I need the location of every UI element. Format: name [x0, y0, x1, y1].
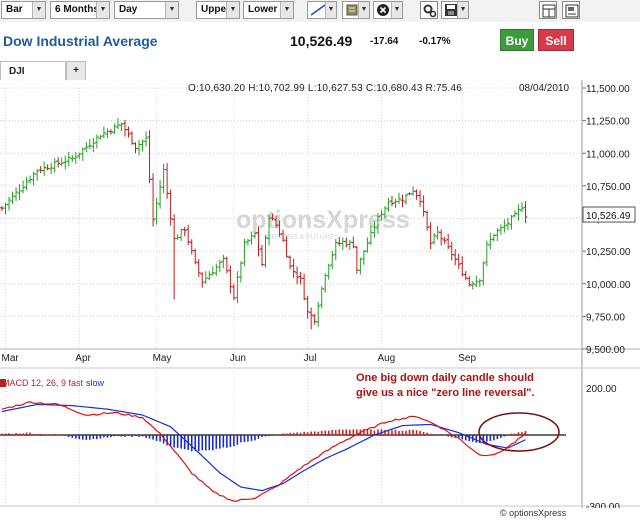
period-dropdown[interactable]: 6 Months ▼	[50, 1, 110, 19]
ohlc-readout: O:10,630.20 H:10,702.99 L:10,627.53 C:10…	[188, 83, 462, 94]
chart-tab-bar: DJI +	[0, 61, 640, 81]
interval-value: Day	[119, 4, 138, 15]
chevron-down-icon: ▼	[32, 2, 45, 18]
chevron-down-icon: ▼	[96, 2, 109, 18]
export-button[interactable]	[562, 1, 580, 19]
chevron-down-icon: ▼	[280, 2, 293, 18]
macd-axis: 200.00 -300.00	[586, 384, 620, 508]
last-price-marker: 10,526.49	[582, 206, 636, 223]
x-tick-label: Aug	[377, 353, 395, 364]
print-button[interactable]	[539, 1, 557, 19]
lower-indicator-dropdown[interactable]: Lower ▼	[243, 1, 294, 19]
macd-tick-label: -300.00	[586, 502, 620, 508]
print-icon	[542, 4, 556, 18]
price-tick-label: 10,250.00	[586, 247, 631, 258]
settings-icon	[423, 4, 437, 18]
chevron-down-icon: ▼	[226, 2, 239, 18]
add-tab-button[interactable]: +	[66, 61, 86, 81]
x-tick-label: Jul	[304, 353, 317, 364]
indicator-icon	[346, 4, 358, 16]
percent-change: -0.17%	[419, 36, 451, 47]
price-tick-label: 10,000.00	[586, 280, 631, 291]
x-tick-label: May	[153, 353, 172, 364]
macd-prefix: MACD 12, 26, 9	[2, 378, 69, 388]
x-tick-label: Apr	[75, 353, 91, 364]
macd-fast-line	[1, 401, 526, 502]
price-tick-label: 11,000.00	[586, 149, 630, 160]
x-tick-label: Sep	[458, 353, 476, 364]
chart-type-dropdown[interactable]: Bar ▼	[1, 1, 46, 19]
period-value: 6 Months	[55, 4, 99, 15]
date-readout: 08/04/2010	[519, 83, 570, 94]
chart-type-value: Bar	[6, 4, 23, 15]
indicator-dropdown[interactable]: ▼	[342, 1, 370, 19]
chevron-down-icon: ▼	[325, 2, 336, 18]
instrument-title: Dow Industrial Average	[3, 33, 158, 49]
macd-label: MACD 12, 26, 9 fast slow	[2, 378, 105, 388]
chart-background	[0, 80, 640, 508]
sell-button[interactable]: Sell	[538, 29, 574, 51]
price-tick-label: 11,250.00	[586, 117, 630, 128]
trendline-icon	[310, 4, 326, 16]
remove-study-dropdown[interactable]: ▼	[373, 1, 403, 19]
save-icon	[445, 4, 457, 16]
price-tick-label: 10,750.00	[586, 182, 631, 193]
interval-dropdown[interactable]: Day ▼	[114, 1, 179, 19]
annotation-line-1: One big down daily candle should	[356, 372, 534, 384]
export-icon	[565, 4, 579, 18]
chevron-down-icon: ▼	[165, 2, 178, 18]
close-circle-icon	[377, 4, 389, 16]
tab-dji[interactable]: DJI	[0, 61, 66, 81]
macd-tick-label: 200.00	[586, 384, 617, 395]
macd-lines	[1, 401, 526, 502]
last-price: 10,526.49	[290, 33, 353, 49]
macd-fast-label: fast	[69, 378, 84, 388]
annotation-ellipse	[478, 412, 560, 452]
lower-label: Lower	[248, 4, 278, 15]
trendline-dropdown[interactable]: ▼	[307, 1, 337, 19]
upper-label: Upper	[201, 4, 230, 15]
price-change: -17.64	[370, 36, 399, 47]
x-tick-label: Jun	[230, 353, 246, 364]
chevron-down-icon: ▼	[391, 2, 402, 18]
last-price-box	[582, 206, 636, 223]
macd-label-swatch	[0, 379, 6, 387]
watermark-text: optionsXpress	[236, 206, 410, 234]
copyright-footer: © optionsXpress	[500, 508, 567, 518]
watermark-subtext: OPTIONS & FUTURES	[266, 234, 339, 241]
price-bars	[0, 118, 528, 330]
price-tick-label: 11,500.00	[586, 84, 630, 95]
price-tick-label: 9,750.00	[586, 312, 625, 323]
x-axis: Mar Apr May Jun Jul Aug Sep	[2, 353, 477, 364]
annotation-line-2: give us a nice "zero line reversal".	[356, 387, 535, 399]
upper-indicator-dropdown[interactable]: Upper ▼	[196, 1, 240, 19]
toolbar: Bar ▼ 6 Months ▼ Day ▼ Upper ▼ Lower ▼ ▼…	[0, 0, 640, 22]
chevron-down-icon: ▼	[358, 2, 369, 18]
settings-button[interactable]	[420, 1, 438, 19]
macd-slow-label: slow	[86, 378, 105, 388]
price-chart[interactable]: optionsXpress OPTIONS & FUTURES 11,500.0…	[0, 80, 640, 508]
price-tick-label: 9,500.00	[586, 345, 625, 356]
watermark: optionsXpress OPTIONS & FUTURES	[236, 206, 410, 241]
buy-button[interactable]: Buy	[500, 29, 534, 51]
last-price-label: 10,526.49	[586, 211, 631, 222]
save-dropdown[interactable]: ▼	[441, 1, 469, 19]
chevron-down-icon: ▼	[457, 2, 468, 18]
x-tick-label: Mar	[2, 353, 20, 364]
